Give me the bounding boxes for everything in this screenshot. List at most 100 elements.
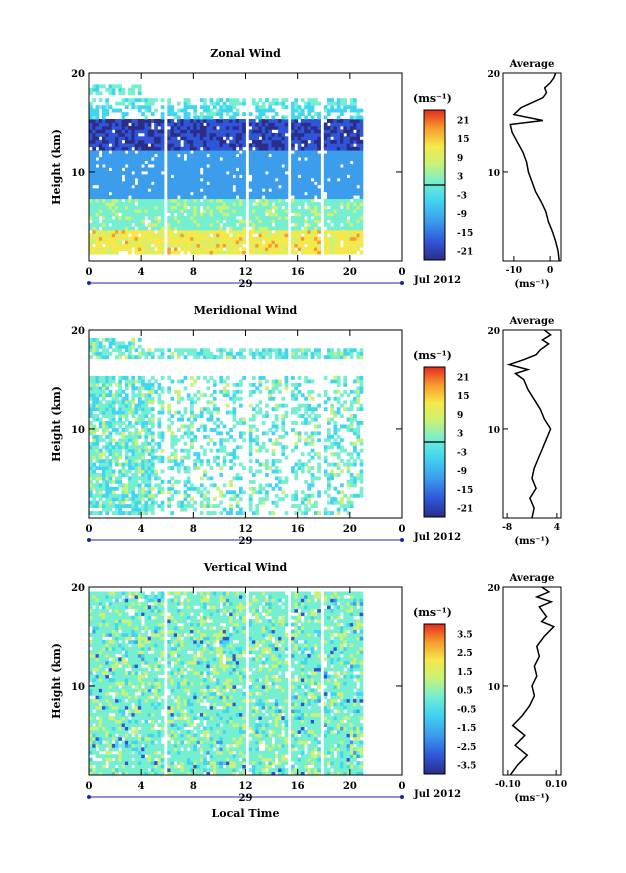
heatmap-cell bbox=[150, 445, 155, 450]
heatmap-cell bbox=[196, 119, 201, 123]
heatmap-cell bbox=[111, 414, 116, 418]
heatmap-cell bbox=[359, 459, 364, 463]
heatmap-cell bbox=[317, 490, 321, 495]
heatmap-cell bbox=[294, 160, 299, 165]
heatmap-cell bbox=[141, 421, 145, 425]
heatmap-cell bbox=[304, 226, 308, 231]
heatmap-cell bbox=[111, 341, 116, 346]
heatmap-cell bbox=[229, 164, 233, 168]
heatmap-cell bbox=[349, 146, 354, 151]
heatmap-cell bbox=[229, 240, 233, 245]
heatmap-cell bbox=[121, 136, 126, 141]
heatmap-cell bbox=[115, 205, 119, 210]
heatmap-cell bbox=[118, 108, 122, 113]
heatmap-cell bbox=[137, 389, 142, 394]
heatmap-cell bbox=[274, 493, 279, 498]
heatmap-cell bbox=[333, 441, 338, 446]
heatmap-cell bbox=[137, 229, 142, 234]
heatmap-cell bbox=[111, 122, 116, 127]
heatmap-cell bbox=[346, 136, 351, 141]
heatmap-cell bbox=[346, 459, 351, 463]
heatmap-cell bbox=[92, 396, 96, 401]
heatmap-cell bbox=[92, 115, 96, 120]
heatmap-cell bbox=[92, 511, 96, 515]
heatmap-cell bbox=[141, 146, 145, 151]
heatmap-cell bbox=[242, 198, 246, 203]
heatmap-cell bbox=[284, 174, 289, 179]
heatmap-cell bbox=[307, 105, 312, 110]
heatmap-cell bbox=[190, 136, 194, 141]
heatmap-cell bbox=[242, 240, 246, 245]
heatmap-cell bbox=[137, 497, 142, 502]
heatmap-cell bbox=[157, 174, 162, 179]
heatmap-cell bbox=[118, 119, 122, 123]
heatmap-cell bbox=[225, 125, 230, 130]
average-profile-line bbox=[509, 72, 560, 262]
heatmap-cell bbox=[304, 379, 308, 384]
heatmap-cell bbox=[177, 122, 181, 127]
heatmap-cell bbox=[274, 469, 279, 474]
heatmap-cell bbox=[336, 132, 341, 137]
heatmap-cell bbox=[229, 212, 233, 217]
heatmap-cell bbox=[340, 219, 344, 224]
heatmap-cell bbox=[294, 351, 299, 356]
heatmap-cell bbox=[118, 216, 122, 220]
heatmap-cell bbox=[98, 236, 103, 241]
heatmap-cell bbox=[115, 507, 119, 512]
heatmap-cell bbox=[186, 160, 191, 165]
heatmap-cell bbox=[118, 341, 122, 346]
heatmap-cell bbox=[98, 122, 103, 127]
heatmap-cell bbox=[186, 177, 191, 182]
heatmap-cell bbox=[281, 98, 286, 103]
heatmap-cell bbox=[118, 153, 122, 158]
heatmap-cell bbox=[333, 108, 338, 113]
heatmap-cell bbox=[173, 240, 178, 245]
heatmap-cell bbox=[141, 105, 145, 110]
heatmap-cell bbox=[124, 497, 129, 502]
heatmap-cell bbox=[177, 202, 181, 206]
heatmap-cell bbox=[265, 219, 269, 224]
heatmap-cell bbox=[128, 490, 132, 495]
heatmap-cell bbox=[284, 250, 289, 255]
heatmap-cell bbox=[128, 486, 132, 491]
heatmap-cell bbox=[346, 181, 351, 186]
heatmap-cell bbox=[346, 143, 351, 148]
heatmap-cell bbox=[121, 233, 126, 238]
heatmap-cell bbox=[216, 184, 220, 189]
heatmap-cell bbox=[252, 171, 256, 175]
heatmap-cell bbox=[141, 195, 145, 200]
heatmap-cell bbox=[150, 414, 155, 418]
heatmap-cell bbox=[333, 160, 338, 165]
heatmap-cell bbox=[349, 229, 354, 234]
heatmap-cell bbox=[310, 167, 315, 172]
heatmap-cell bbox=[274, 119, 279, 123]
heatmap-cell bbox=[206, 410, 211, 415]
heatmap-cell bbox=[147, 486, 152, 491]
heatmap-cell bbox=[177, 157, 181, 161]
heatmap-cell bbox=[297, 198, 302, 203]
heatmap-cell bbox=[265, 493, 269, 498]
heatmap-cell bbox=[333, 157, 338, 161]
heatmap-cell bbox=[134, 222, 139, 227]
heatmap-cell bbox=[89, 226, 93, 231]
heatmap-cell bbox=[118, 164, 122, 168]
heatmap-cell bbox=[131, 160, 136, 165]
heatmap-cell bbox=[281, 167, 286, 172]
heatmap-cell bbox=[186, 452, 191, 457]
heatmap-cell bbox=[349, 240, 354, 245]
heatmap-cell bbox=[108, 421, 113, 425]
heatmap-cell bbox=[124, 417, 129, 422]
heatmap-cell bbox=[307, 389, 312, 394]
heatmap-cell bbox=[89, 511, 93, 515]
heatmap-cell bbox=[278, 174, 282, 179]
heatmap-cell bbox=[134, 407, 139, 412]
heatmap-cell bbox=[229, 247, 233, 251]
heatmap-cell bbox=[144, 410, 149, 415]
heatmap-cell bbox=[199, 132, 204, 137]
heatmap-cell bbox=[310, 473, 315, 477]
heatmap-cell bbox=[190, 504, 194, 508]
heatmap-cell bbox=[134, 236, 139, 241]
heatmap-cell bbox=[118, 511, 122, 515]
heatmap-cell bbox=[314, 417, 318, 422]
heatmap-cell bbox=[252, 376, 256, 380]
